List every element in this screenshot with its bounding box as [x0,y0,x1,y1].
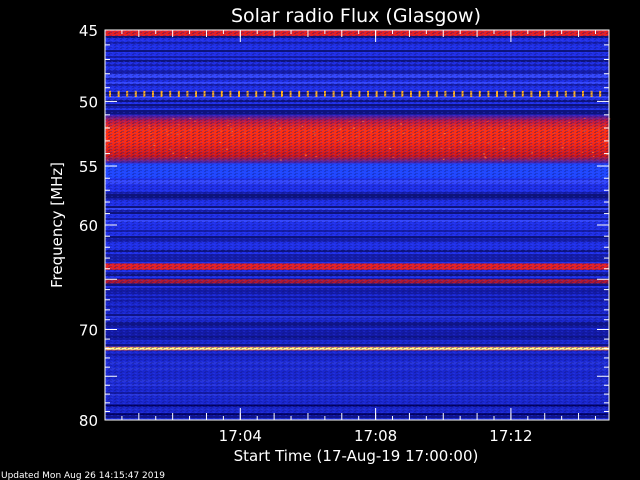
y-tick-label: 60 [79,217,98,235]
y-axis: 45 50 55 60 70 80 [79,22,609,430]
x-tick-label: 17:04 [219,427,262,445]
x-axis-label: Start Time (17-Aug-19 17:00:00) [234,447,479,465]
y-tick-label: 55 [79,158,98,176]
x-tick-label: 17:08 [354,427,397,445]
y-tick-label: 45 [79,22,98,40]
chart-title: Solar radio Flux (Glasgow) [231,5,481,27]
y-axis-label: Frequency [MHz] [48,162,66,288]
y-tick-label: 50 [79,93,98,111]
x-tick-label: 17:12 [489,427,532,445]
plot-area [104,29,611,421]
updated-timestamp: Updated Mon Aug 26 14:15:47 2019 [1,471,165,480]
y-tick-label: 70 [79,321,98,339]
noise-texture [105,30,609,420]
x-axis: 17:04 17:08 17:12 [104,30,596,445]
y-tick-label: 80 [79,412,98,430]
